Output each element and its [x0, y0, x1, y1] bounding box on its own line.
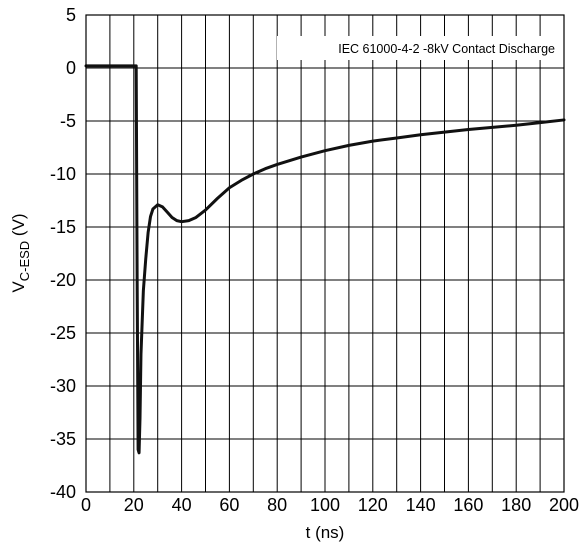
y-axis-title: VC-ESD (V): [9, 213, 32, 292]
series-line: [84, 64, 566, 455]
x-tick-label: 120: [358, 495, 388, 515]
y-tick-label: -20: [50, 270, 76, 290]
y-tick-label: -30: [50, 376, 76, 396]
x-tick-label: 40: [172, 495, 192, 515]
legend-label: IEC 61000-4-2 -8kV Contact Discharge: [338, 42, 555, 56]
x-tick-label: 20: [124, 495, 144, 515]
y-tick-label: -35: [50, 429, 76, 449]
x-tick-label: 200: [549, 495, 579, 515]
y-tick-label: 0: [66, 58, 76, 78]
x-tick-label: 160: [453, 495, 483, 515]
x-tick-label: 60: [219, 495, 239, 515]
y-tick-label: 5: [66, 5, 76, 25]
grid: [86, 15, 564, 492]
x-tick-label: 140: [406, 495, 436, 515]
x-axis-title: t (ns): [306, 523, 345, 542]
legend-box: [277, 36, 559, 60]
x-tick-label: 80: [267, 495, 287, 515]
y-tick-label: -5: [60, 111, 76, 131]
x-tick-label: 100: [310, 495, 340, 515]
y-axis-title-subscript: C-ESD: [17, 241, 32, 281]
y-tick-label: -15: [50, 217, 76, 237]
y-axis-title-unit: (V): [9, 213, 28, 240]
plot-frame: [85, 14, 565, 493]
x-tick-labels: 0 20 40 60 80 100 120 140 160 180 200: [81, 495, 579, 515]
series-layer: [84, 64, 566, 455]
y-axis-title-main: V: [9, 281, 28, 293]
x-tick-label: 0: [81, 495, 91, 515]
y-tick-label: -10: [50, 164, 76, 184]
y-tick-label: -40: [50, 482, 76, 502]
y-tick-label: -25: [50, 323, 76, 343]
y-tick-labels: 5 0 -5 -10 -15 -20 -25 -30 -35 -40: [50, 5, 76, 502]
x-tick-label: 180: [501, 495, 531, 515]
